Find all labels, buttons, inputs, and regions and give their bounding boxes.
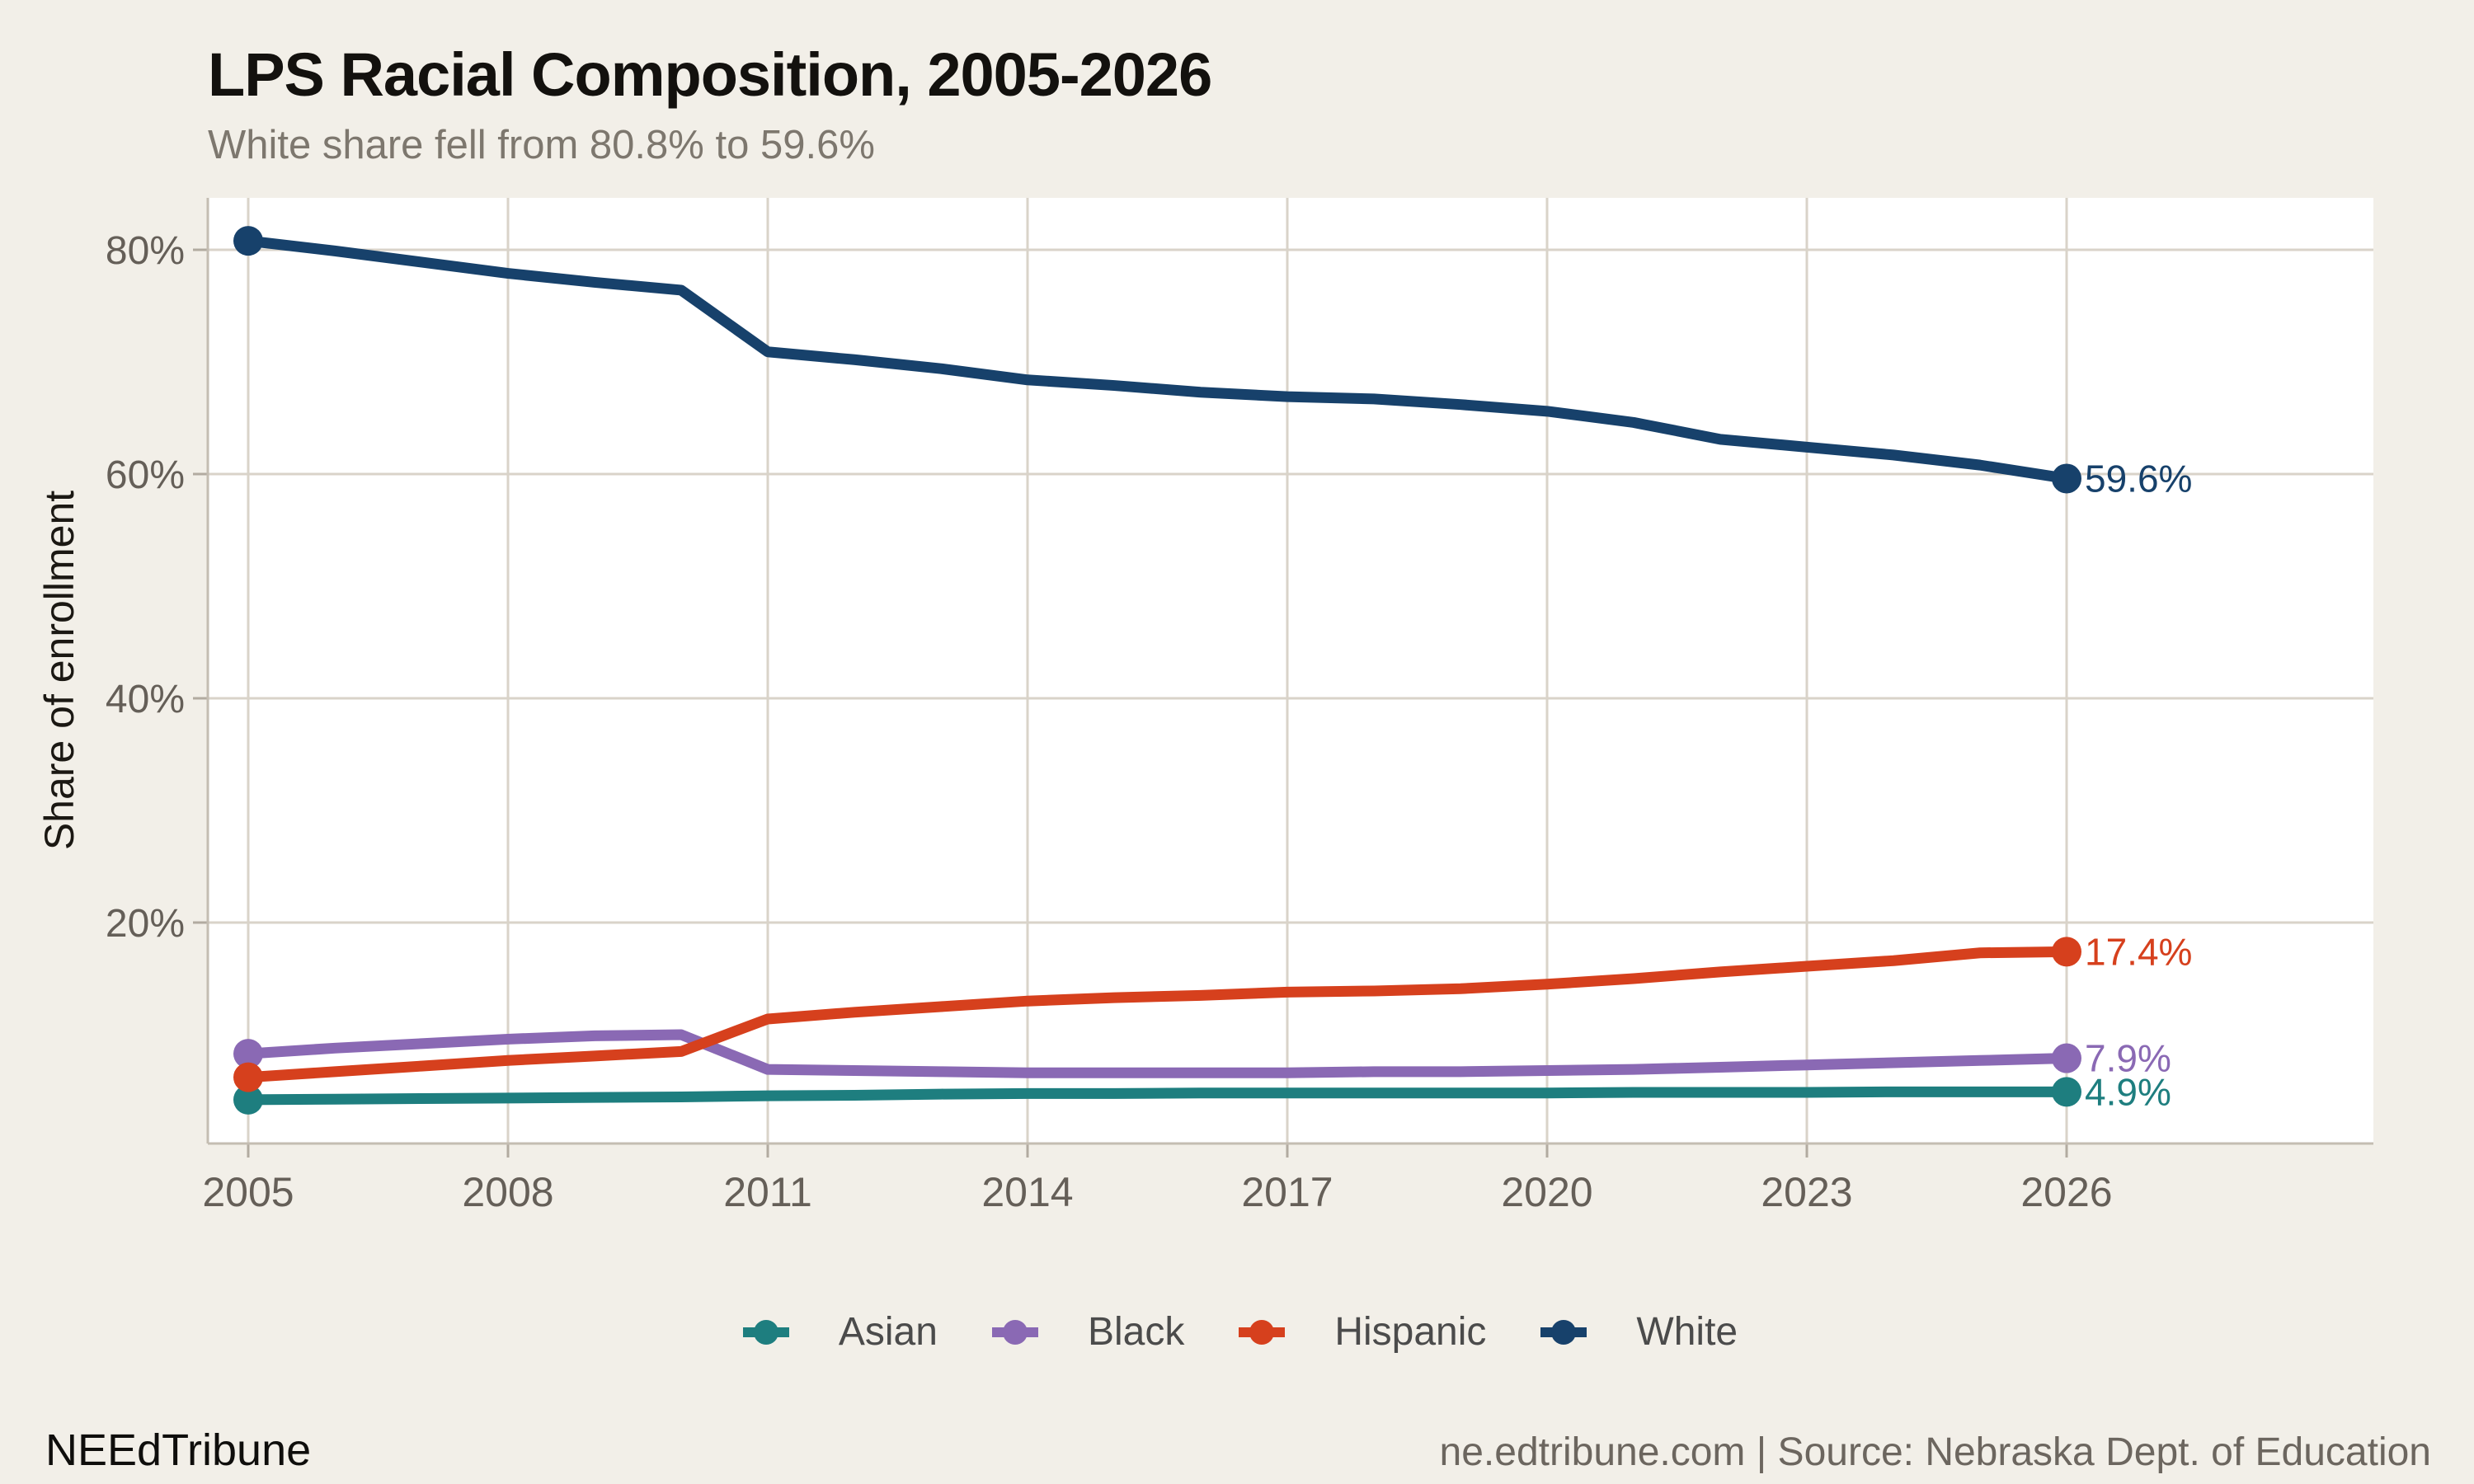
series-start-dot-black xyxy=(233,1039,263,1069)
legend-item-asian: Asian xyxy=(736,1309,938,1355)
x-tick-label: 2011 xyxy=(723,1169,812,1215)
series-start-dot-white xyxy=(233,226,263,256)
legend-marker-black-icon xyxy=(991,1319,1038,1345)
legend-item-black: Black xyxy=(985,1309,1184,1355)
legend-marker-white-icon xyxy=(1540,1319,1587,1345)
y-tick-label: 40% xyxy=(106,678,185,721)
legend-label-asian: Asian xyxy=(838,1310,938,1354)
legend-label-black: Black xyxy=(1087,1310,1185,1354)
series-start-dot-hispanic xyxy=(233,1062,263,1092)
series-line-black xyxy=(242,1029,2072,1078)
legend-item-hispanic: Hispanic xyxy=(1232,1309,1486,1355)
y-tick-label: 60% xyxy=(106,453,185,497)
series-line-hispanic xyxy=(242,946,2072,1083)
series-start-dot-asian xyxy=(233,1084,263,1115)
y-axis-title: Share of enrollment xyxy=(36,490,82,851)
series-end-label-black: 7.9% xyxy=(2085,1037,2171,1080)
x-tick-label: 2008 xyxy=(462,1169,553,1215)
x-tick-label: 2017 xyxy=(1241,1169,1333,1215)
plot-panel xyxy=(208,198,2373,1144)
series-end-label-white: 59.6% xyxy=(2085,457,2192,500)
series-end-dot-hispanic xyxy=(2052,937,2081,967)
y-tick-label: 80% xyxy=(106,229,185,273)
page-title: LPS Racial Composition, 2005-2026 xyxy=(208,40,1212,109)
series-end-label-asian: 4.9% xyxy=(2085,1070,2171,1113)
y-tick-label: 20% xyxy=(106,902,185,946)
series-line-asian xyxy=(242,1086,2072,1106)
brand-wordmark: NEEdTribune xyxy=(45,1425,312,1475)
x-tick-label: 2023 xyxy=(1761,1169,1852,1215)
legend-label-hispanic: Hispanic xyxy=(1334,1310,1487,1354)
source-attribution: ne.edtribune.com | Source: Nebraska Dept… xyxy=(1439,1430,2431,1474)
x-tick-label: 2014 xyxy=(981,1169,1073,1215)
chart-legend: Asian Black Hispanic White xyxy=(0,1309,2474,1355)
legend-item-white: White xyxy=(1534,1309,1738,1355)
x-tick-label: 2020 xyxy=(1501,1169,1592,1215)
series-end-dot-asian xyxy=(2052,1077,2081,1107)
x-tick-label: 2026 xyxy=(2020,1169,2112,1215)
page-subtitle: White share fell from 80.8% to 59.6% xyxy=(208,123,875,167)
series-end-dot-white xyxy=(2052,463,2081,494)
legend-marker-asian-icon xyxy=(742,1319,789,1345)
series-line-white xyxy=(242,235,2072,484)
legend-label-white: White xyxy=(1636,1310,1738,1354)
series-end-dot-black xyxy=(2052,1043,2081,1073)
legend-marker-hispanic-icon xyxy=(1239,1319,1286,1345)
x-tick-label: 2005 xyxy=(202,1169,294,1215)
series-end-label-hispanic: 17.4% xyxy=(2085,930,2192,973)
